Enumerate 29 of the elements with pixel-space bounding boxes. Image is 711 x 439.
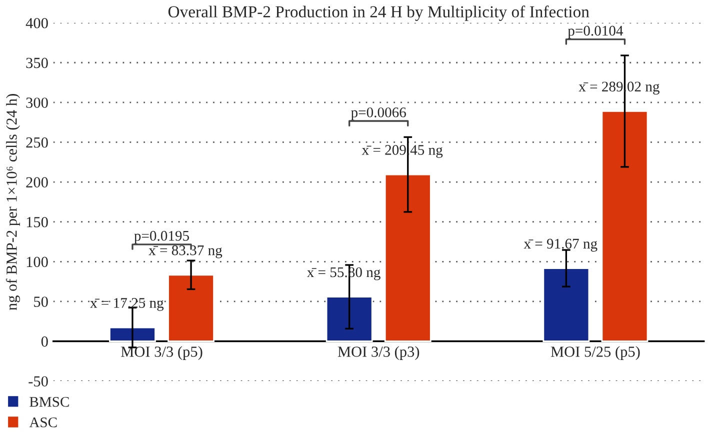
legend-label: ASC [29,417,57,428]
legend-label: BMSC [30,396,69,407]
annotation: p=0.0195 [134,230,189,244]
y-tick-label: 0 [41,336,48,347]
annotation: p=0.0104 [568,26,624,39]
y-tick-label: 350 [26,58,48,68]
x-tick-label: MOI 3/3 (p3) [338,346,420,360]
bar [601,110,648,342]
chart-title: Overall BMP-2 Production in 24 H by Multiplicity of Infection [168,6,590,21]
y-tick-label: 400 [26,18,48,28]
y-tick-label: 300 [26,98,48,108]
y-tick-label: 150 [26,216,48,228]
bar [384,174,432,342]
y-tick-label: 50 [34,296,48,307]
bar [542,268,590,342]
y-tick-label: 200 [26,177,48,188]
y-tick-label: -50 [28,376,48,387]
data-label: x̄ = 83.37 ng [148,245,222,258]
annotation: p=0.0066 [351,107,406,120]
bar [168,274,214,342]
y-tick-label: 100 [26,256,48,268]
x-tick-label: MOI 5/25 (p5) [550,346,640,360]
data-label: x̄ = 91.67 ng [524,238,598,252]
y-axis-title: ng of BMP-2 per 1×10⁶ cells (24 h) [6,94,20,310]
data-label: x̄ = 17.25 ng [90,298,164,311]
bar [326,296,373,342]
x-tick-label: MOI 3/3 (p5) [121,346,202,360]
bar [109,326,156,342]
y-tick-label: 250 [26,137,48,148]
